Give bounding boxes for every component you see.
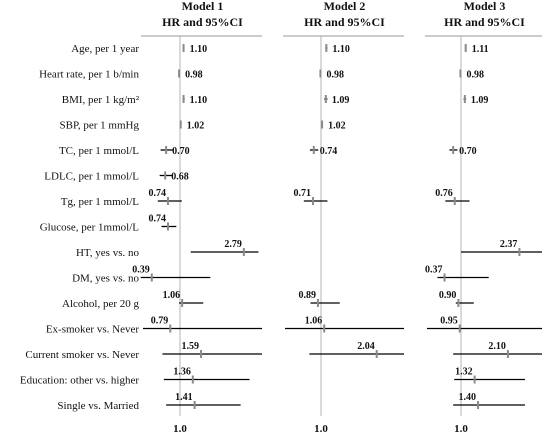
hr-value-label: 1.06 (305, 316, 323, 327)
row-label: Education: other vs. higher (20, 375, 139, 387)
row-label: DM, yes vs. no (72, 273, 139, 285)
model-panels: Model 1 HR and 95%CI 1.0 1.10 0.98 1.10 1.02 0.… (132, 0, 542, 435)
hr-value-label: 1.06 (163, 290, 181, 301)
hr-value-label: 1.10 (190, 44, 208, 55)
hr-value-label: 0.76 (435, 188, 453, 199)
hr-value-label: 0.74 (148, 188, 166, 199)
hr-value-label: 0.98 (326, 70, 344, 81)
x-tick-label: 1.0 (173, 423, 187, 435)
x-tick-label: 1.0 (314, 423, 328, 435)
row-label: Current smoker vs. Never (25, 349, 139, 361)
row-label: BMI, per 1 kg/m² (62, 94, 140, 106)
x-tick-label: 1.0 (454, 423, 468, 435)
hr-value-label: 1.32 (455, 367, 473, 378)
hr-value-label: 2.10 (488, 341, 506, 352)
hr-value-label: 0.95 (440, 316, 458, 327)
model-panel: Model 2 HR and 95%CI 1.0 1.10 0.98 1.09 1.02 0.… (283, 0, 404, 435)
row-labels: Age, per 1 year Heart rate, per 1 b/min BM… (20, 43, 140, 412)
hr-value-label: 0.89 (298, 290, 316, 301)
row-label: Single vs. Married (57, 400, 139, 412)
panel-title: Model 2 (324, 0, 366, 13)
row-label: Glucose, per 1mmol/L (40, 222, 140, 234)
hr-value-label: 0.98 (466, 70, 484, 81)
hr-value-label: 0.70 (459, 146, 477, 157)
hr-value-label: 1.36 (173, 367, 191, 378)
row-label: Alcohol, per 20 g (62, 298, 139, 310)
hr-value-label: 0.37 (425, 265, 443, 276)
row-label: HT, yes vs. no (76, 247, 140, 259)
hr-value-label: 0.74 (148, 214, 166, 225)
row-label: TC, per 1 mmol/L (59, 145, 139, 157)
hr-value-label: 1.40 (459, 392, 477, 403)
row-label: Heart rate, per 1 b/min (39, 69, 139, 81)
hr-value-label: 0.70 (172, 146, 190, 157)
hr-value-label: 1.09 (332, 95, 350, 106)
model-panel: Model 3 HR and 95%CI 1.0 1.11 0.98 1.09 0.70 0.… (425, 0, 542, 435)
row-label: SBP, per 1 mmHg (60, 120, 140, 132)
row-label: LDLC, per 1 mmol/L (44, 171, 139, 183)
hr-value-label: 0.98 (185, 70, 203, 81)
row-label: Ex-smoker vs. Never (46, 324, 140, 336)
hr-value-label: 2.37 (500, 239, 518, 250)
hr-value-label: 1.11 (472, 44, 489, 55)
model-panel: Model 1 HR and 95%CI 1.0 1.10 0.98 1.10 1.02 0.… (132, 0, 262, 435)
hr-value-label: 1.59 (182, 341, 200, 352)
hr-value-label: 0.90 (439, 290, 457, 301)
hr-value-label: 1.10 (332, 44, 350, 55)
panel-subtitle: HR and 95%CI (444, 15, 525, 29)
panel-subtitle: HR and 95%CI (162, 15, 243, 29)
hr-value-label: 1.02 (187, 121, 205, 132)
row-label: Tg, per 1 mmol/L (61, 196, 139, 208)
hr-value-label: 0.68 (171, 172, 189, 183)
hr-value-label: 0.79 (151, 316, 169, 327)
hr-value-label: 0.39 (132, 265, 150, 276)
hr-value-label: 2.04 (357, 341, 375, 352)
hr-value-label: 1.10 (190, 95, 208, 106)
hr-value-label: 1.41 (175, 392, 193, 403)
panel-title: Model 3 (464, 0, 506, 13)
panel-title: Model 1 (182, 0, 224, 13)
panel-subtitle: HR and 95%CI (304, 15, 385, 29)
hr-value-label: 1.02 (328, 121, 346, 132)
row-label: Age, per 1 year (71, 43, 139, 55)
hr-value-label: 2.79 (224, 239, 242, 250)
hr-value-label: 0.71 (293, 188, 311, 199)
hr-value-label: 1.09 (471, 95, 489, 106)
hr-value-label: 0.74 (320, 146, 338, 157)
